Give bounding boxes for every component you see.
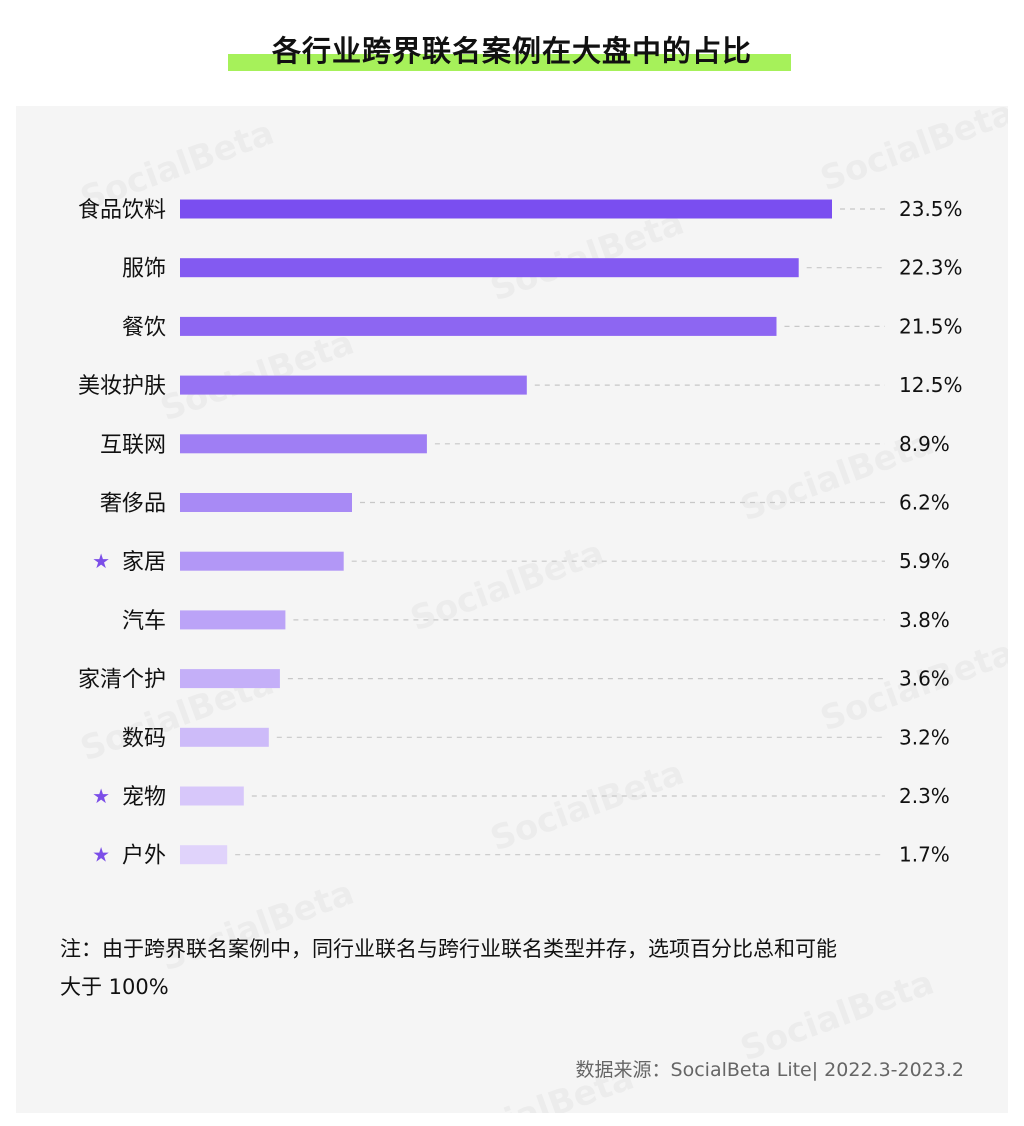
chart-title: 各行业跨界联名案例在大盘中的占比 [271, 34, 752, 68]
bar [180, 316, 777, 336]
footnote-line-1: 注：由于跨界联名案例中，同行业联名与跨行业联名类型并存，选项百分比总和可能 [60, 937, 837, 961]
bar [180, 434, 427, 454]
value-label: 1.7% [899, 843, 950, 867]
bar [180, 375, 527, 395]
footnote: 注：由于跨界联名案例中，同行业联名与跨行业联名类型并存，选项百分比总和可能 大于… [60, 930, 970, 1006]
value-label: 3.8% [899, 608, 950, 632]
category-label: 奢侈品 [100, 492, 166, 517]
value-label: 5.9% [899, 549, 950, 573]
value-label: 23.5% [899, 197, 963, 221]
value-label: 22.3% [899, 256, 963, 280]
category-label: 餐饮 [122, 315, 166, 340]
value-label: 12.5% [899, 373, 963, 397]
category-label: 家清个护 [78, 668, 166, 693]
bar-chart: 食品饮料 23.5% 服饰 22.3% 餐饮 21.5% 美妆护肤 12.5% 互联网 8.9% 奢… [78, 197, 963, 869]
category-label: 食品饮料 [78, 198, 166, 223]
data-source: 数据来源：SocialBeta Lite| 2022.3-2023.2 [575, 1059, 964, 1081]
bar [180, 727, 269, 747]
bar [180, 786, 244, 806]
bar [180, 610, 286, 630]
star-icon: ★ [92, 843, 110, 867]
star-icon: ★ [92, 784, 110, 808]
value-label: 3.2% [899, 725, 950, 749]
category-label: 家居 [122, 550, 166, 575]
bar [180, 493, 352, 512]
category-label: 汽车 [122, 609, 166, 634]
title-highlight-bar [228, 54, 791, 71]
value-label: 2.3% [899, 784, 950, 808]
category-label: 互联网 [100, 433, 166, 458]
category-label: 服饰 [122, 257, 166, 282]
bar [180, 669, 280, 689]
star-icon: ★ [92, 549, 110, 573]
category-label: 宠物 [122, 785, 166, 810]
value-label: 6.2% [899, 491, 950, 515]
bar [180, 551, 344, 571]
category-label: 数码 [122, 726, 166, 751]
value-label: 21.5% [899, 314, 963, 338]
title-area: 各行业跨界联名案例在大盘中的占比 [0, 26, 1024, 76]
value-label: 3.6% [899, 667, 950, 691]
category-label: 美妆护肤 [78, 374, 166, 399]
footnote-line-2: 大于 100% [60, 975, 169, 999]
bar [180, 258, 799, 278]
category-label: 户外 [122, 844, 166, 869]
bar [180, 199, 832, 219]
value-label: 8.9% [899, 432, 950, 456]
bar [180, 845, 228, 865]
